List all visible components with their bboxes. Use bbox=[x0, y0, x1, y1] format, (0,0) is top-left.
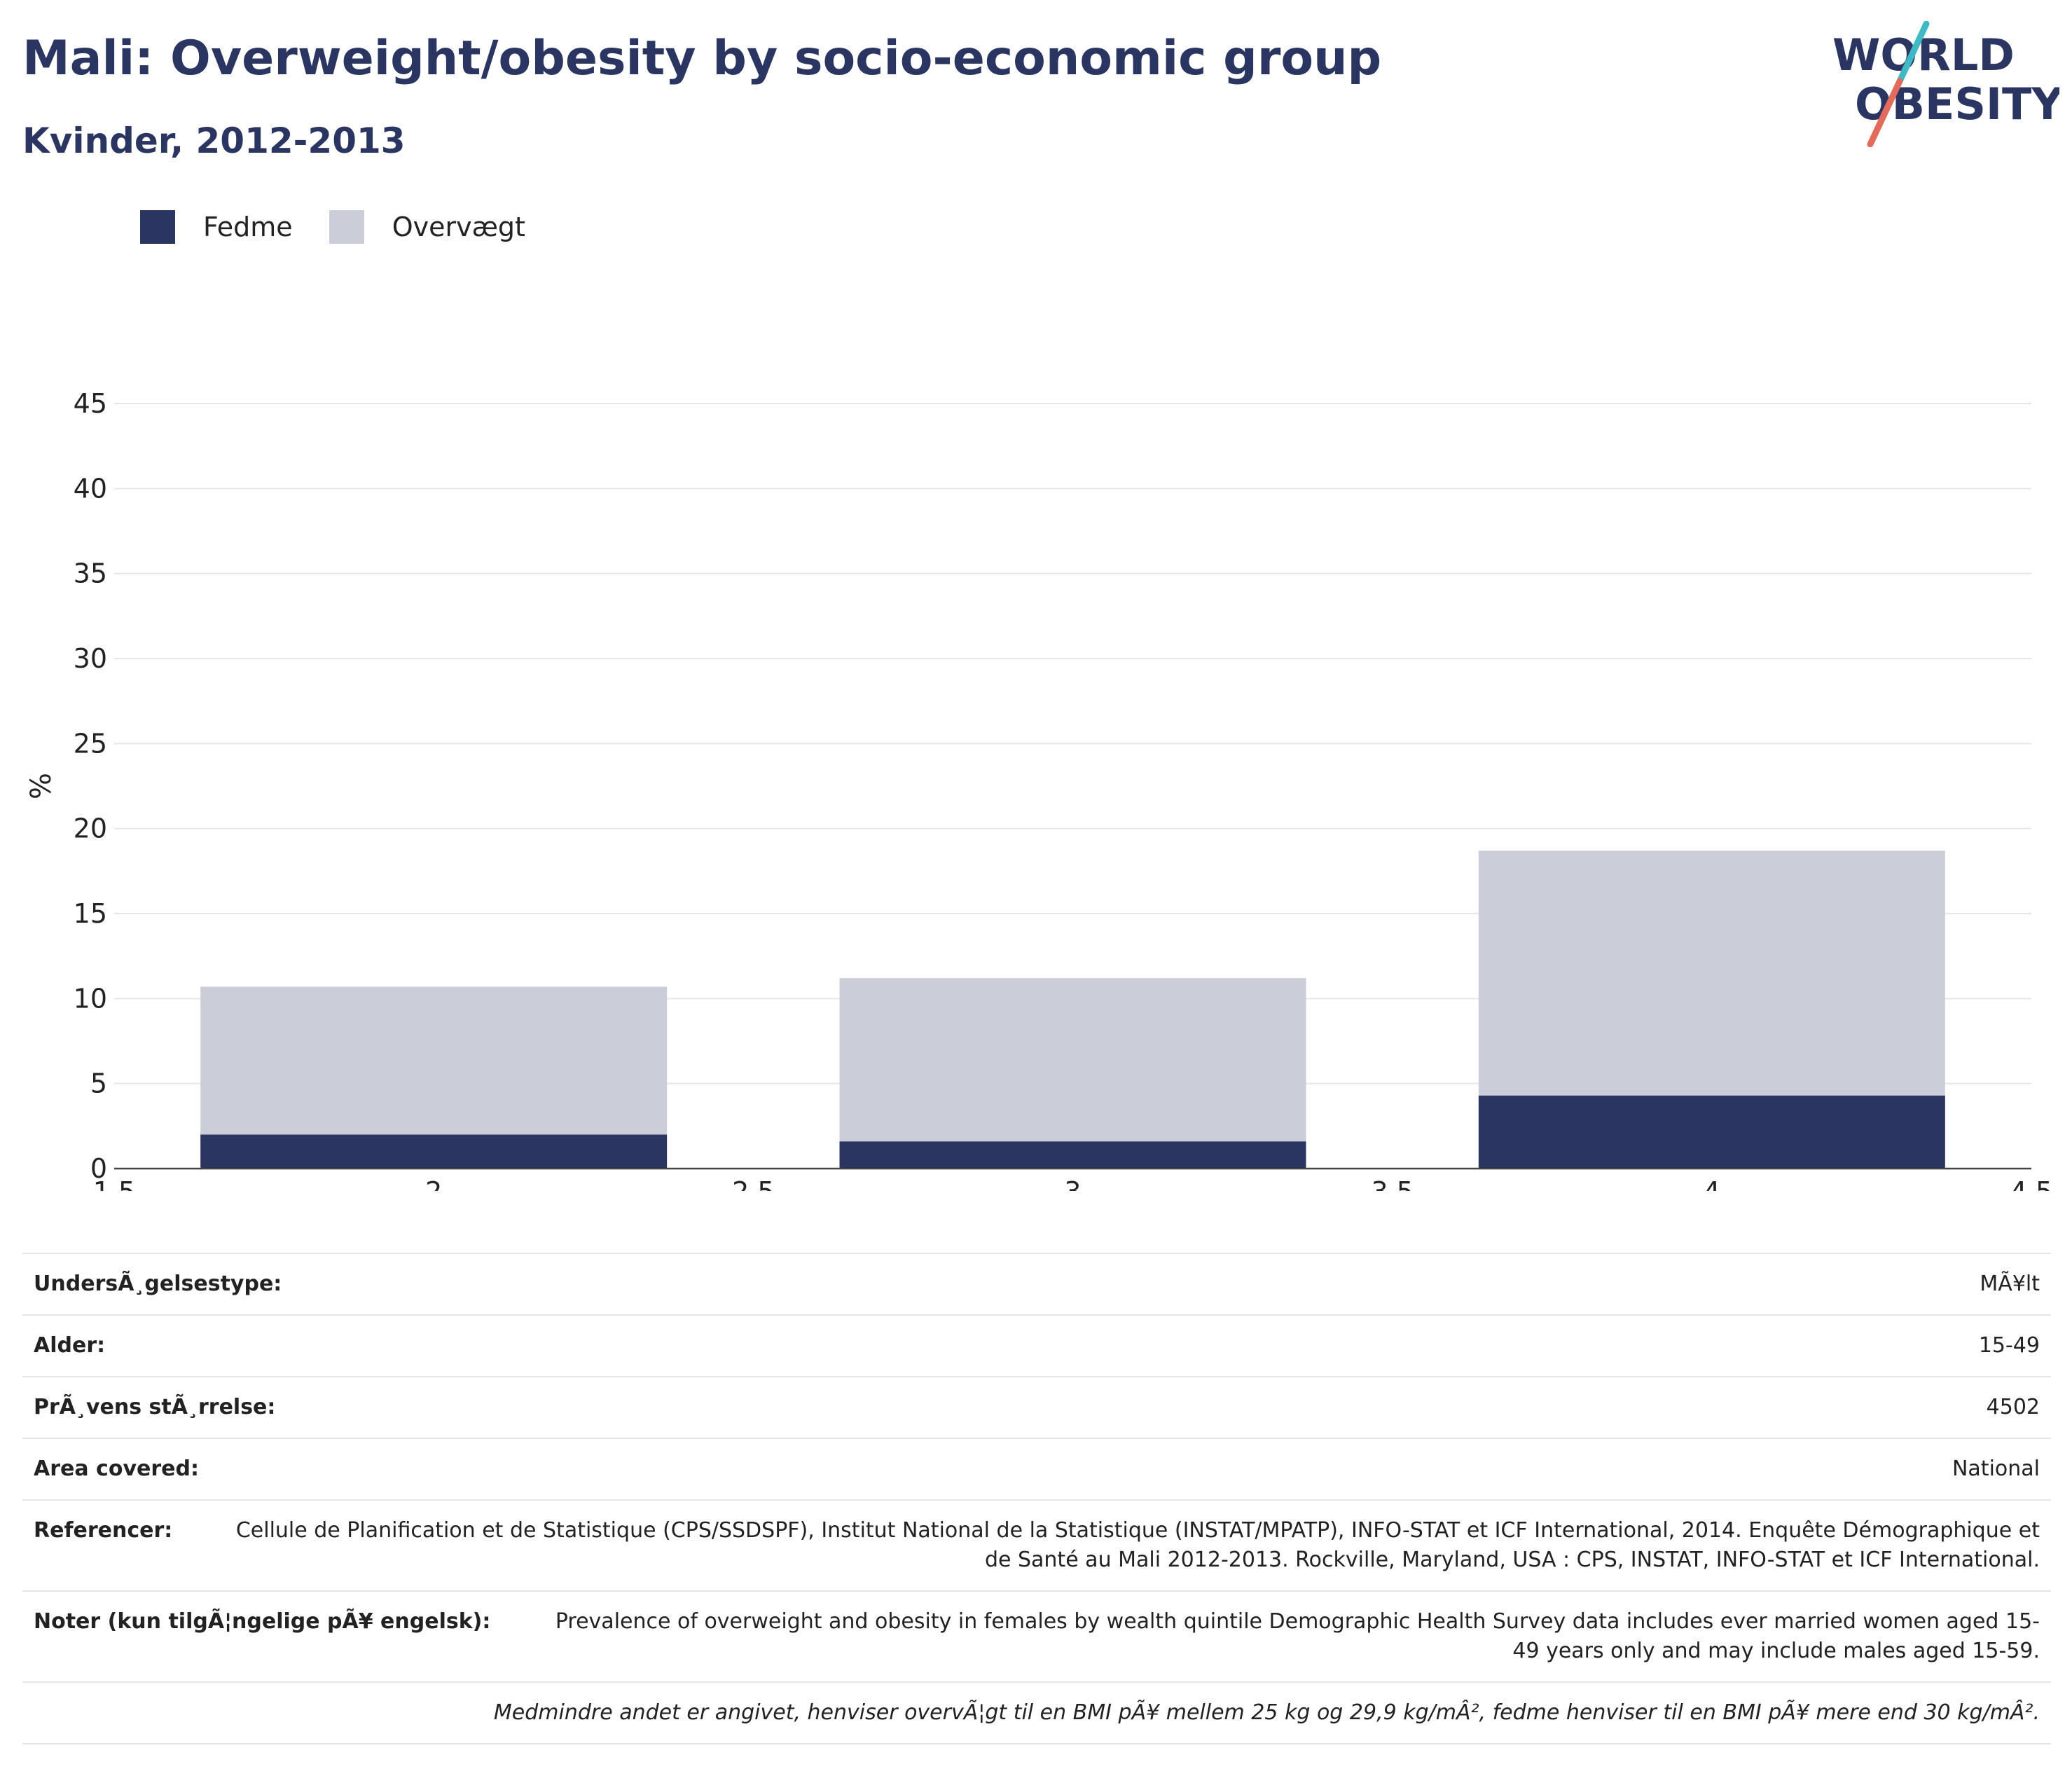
legend-label-overvaegt: Overvægt bbox=[392, 212, 525, 242]
bar-overvaegt bbox=[839, 978, 1306, 1142]
x-tick-label: 2 bbox=[425, 1176, 442, 1191]
bar-fedme bbox=[200, 1134, 668, 1169]
logo-text-world: WORLD bbox=[1832, 29, 2015, 81]
y-tick-label: 5 bbox=[90, 1068, 107, 1099]
y-tick-label: 15 bbox=[74, 898, 107, 929]
info-value: Prevalence of overweight and obesity in … bbox=[555, 1609, 2040, 1663]
info-footnote: Medmindre andet er angivet, henviser ove… bbox=[22, 1681, 2051, 1744]
bar-fedme bbox=[1478, 1095, 1945, 1169]
y-tick-label: 35 bbox=[74, 558, 107, 589]
logo-slash-coral bbox=[1867, 78, 1903, 147]
legend-item-fedme[interactable]: Fedme bbox=[140, 210, 293, 244]
info-value: National bbox=[1952, 1457, 2040, 1481]
info-value: 4502 bbox=[1986, 1395, 2040, 1419]
x-tick-label: 4 bbox=[1704, 1176, 1720, 1191]
y-tick-label: 40 bbox=[74, 473, 107, 504]
page-subtitle: Kvinder, 2012-2013 bbox=[22, 121, 406, 161]
bar-fedme bbox=[839, 1141, 1306, 1169]
legend-item-overvaegt[interactable]: Overvægt bbox=[329, 210, 525, 244]
y-tick-label: 20 bbox=[74, 813, 107, 844]
legend-swatch-overvaegt bbox=[329, 210, 364, 244]
y-tick-label: 0 bbox=[90, 1153, 107, 1184]
info-key: UndersÃ¸gelsestype: bbox=[34, 1272, 282, 1296]
bar-overvaegt bbox=[200, 986, 668, 1135]
info-key: Alder: bbox=[34, 1333, 106, 1358]
info-value: 15-49 bbox=[1978, 1333, 2040, 1358]
chart-legend: Fedme Overvægt bbox=[140, 207, 562, 247]
bar-overvaegt bbox=[1478, 851, 1945, 1096]
page-title: Mali: Overweight/obesity by socio-econom… bbox=[22, 31, 1382, 86]
info-row-references: Referencer: Cellule de Planification et … bbox=[22, 1499, 2051, 1590]
logo-text-obesity: OBESITY bbox=[1855, 78, 2059, 130]
info-row-area: Area covered: National bbox=[22, 1438, 2051, 1499]
x-tick-label: 1.5 bbox=[93, 1176, 135, 1191]
info-key: Area covered: bbox=[34, 1457, 199, 1481]
x-tick-label: 3 bbox=[1064, 1176, 1081, 1191]
info-table: UndersÃ¸gelsestype: MÃ¥lt Alder: 15-49 P… bbox=[22, 1253, 2051, 1744]
info-value: MÃ¥lt bbox=[1980, 1272, 2040, 1296]
info-value: Cellule de Planification et de Statistiq… bbox=[235, 1518, 2040, 1572]
x-tick-label: 3.5 bbox=[1371, 1176, 1413, 1191]
info-row-sample-size: PrÃ¸vens stÃ¸rrelse: 4502 bbox=[22, 1376, 2051, 1438]
y-tick-label: 10 bbox=[74, 983, 107, 1014]
bar-chart: 0 5 10 15 20 25 30 35 40 45% 1.5 2 2.5 3 3.5 4 4.5 bbox=[25, 388, 2052, 1191]
y-tick-label: 25 bbox=[74, 728, 107, 759]
legend-label-fedme: Fedme bbox=[203, 212, 293, 242]
info-key: Noter (kun tilgÃ¦ngelige pÃ¥ engelsk): bbox=[34, 1609, 491, 1634]
x-tick-label: 2.5 bbox=[732, 1176, 774, 1191]
info-row-survey-type: UndersÃ¸gelsestype: MÃ¥lt bbox=[22, 1253, 2051, 1314]
info-key: PrÃ¸vens stÃ¸rrelse: bbox=[34, 1395, 276, 1419]
logo-slash-teal bbox=[1896, 21, 1930, 85]
info-row-notes: Noter (kun tilgÃ¦ngelige pÃ¥ engelsk): P… bbox=[22, 1590, 2051, 1681]
y-axis-title: % bbox=[25, 773, 57, 799]
legend-swatch-fedme bbox=[140, 210, 175, 244]
y-tick-label: 30 bbox=[74, 643, 107, 674]
x-tick-label: 4.5 bbox=[2010, 1176, 2052, 1191]
info-key: Referencer: bbox=[34, 1518, 173, 1543]
world-obesity-logo: WORLD OBESITY bbox=[1832, 21, 2059, 147]
info-row-age: Alder: 15-49 bbox=[22, 1314, 2051, 1376]
y-tick-label: 45 bbox=[74, 388, 107, 419]
